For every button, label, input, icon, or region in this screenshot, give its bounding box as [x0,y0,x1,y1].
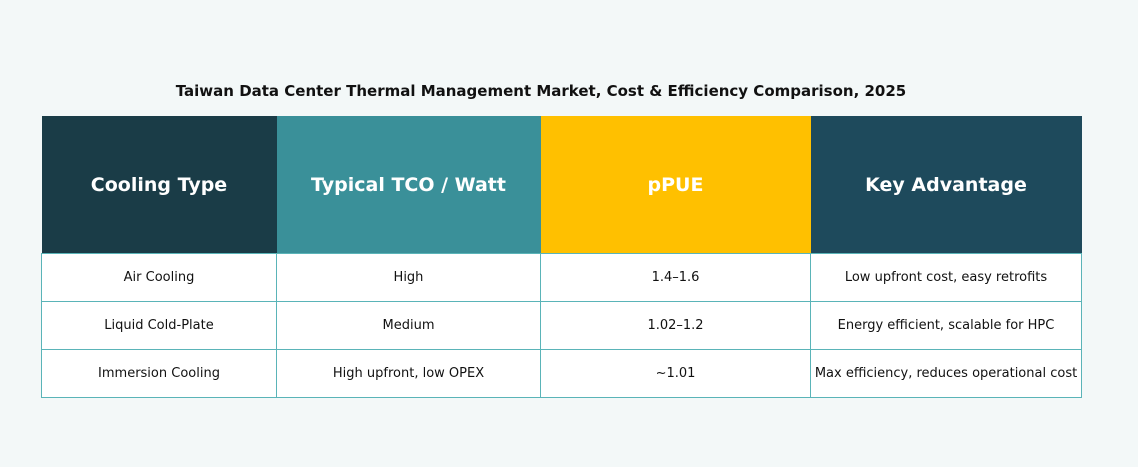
header-cell: Cooling Type [41,116,277,254]
table-cell: Air Cooling [41,253,277,302]
table-cell: Medium [276,301,541,350]
table-cell: 1.4–1.6 [540,253,811,302]
table-cell: Energy efficient, scalable for HPC [810,301,1082,350]
table-row: Immersion Cooling High upfront, low OPEX ~… [41,349,1082,398]
table-cell: Low upfront cost, easy retrofits [810,253,1082,302]
table-cell: 1.02–1.2 [540,301,811,350]
header-cell: Typical TCO / Watt [276,116,541,254]
header-cell: Key Advantage [810,116,1082,254]
table-cell: Liquid Cold-Plate [41,301,277,350]
title: Taiwan Data Center Thermal Management Ma… [175,82,907,100]
table-cell: Max efficiency, reduces operational cost [810,349,1082,398]
header-cell: pPUE [540,116,811,254]
table-cell: High [276,253,541,302]
comparison-table: Cooling Type Typical TCO / Watt pPUE Key Ad… [41,116,1082,398]
table-row: Air Cooling High 1.4–1.6 Low upfront cost, … [41,253,1082,302]
table-cell: Immersion Cooling [41,349,277,398]
table-cell: ~1.01 [540,349,811,398]
table-row: Liquid Cold-Plate Medium 1.02–1.2 Energy ef… [41,301,1082,350]
table-cell: High upfront, low OPEX [276,349,541,398]
